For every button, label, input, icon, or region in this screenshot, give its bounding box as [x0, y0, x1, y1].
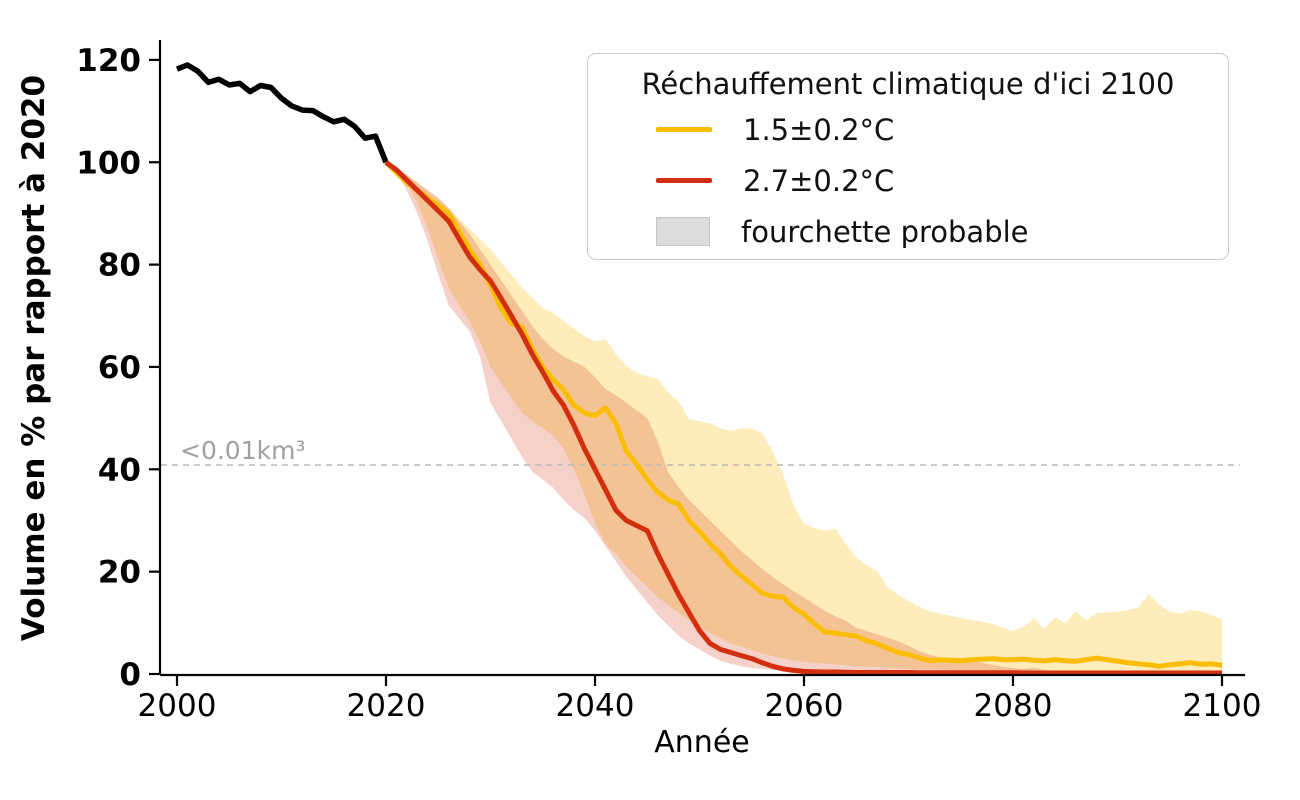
series-line-scenario-1.5C [384, 160, 1223, 669]
y-tick-label: 80 [98, 248, 141, 284]
x-tick-label: 2020 [347, 688, 426, 724]
series-lines [175, 62, 1223, 676]
band-fourchette-1.5C [386, 162, 1222, 673]
legend-label-band: fourchette probable [741, 214, 1029, 249]
legend-entry-band: fourchette probable [588, 206, 1228, 257]
legend-label-2.7C: 2.7±0.2°C [743, 163, 895, 198]
y-tick-label: 0 [119, 657, 141, 693]
x-tick-label: 2060 [765, 688, 844, 724]
legend-line-swatch-1.5C [656, 127, 712, 132]
legend-patch-swatch [656, 217, 710, 246]
y-tick-label: 20 [98, 555, 141, 591]
legend-box: Réchauffement climatique d'ici 2100 1.5±… [587, 53, 1229, 260]
threshold-label: <0.01km³ [180, 436, 305, 465]
band-fourchette-2.7C [386, 162, 1222, 674]
series-line-historique [175, 62, 389, 164]
legend-entry-1.5C: 1.5±0.2°C [588, 104, 1228, 155]
y-tick-label: 100 [76, 145, 141, 181]
y-tick-label: 40 [98, 452, 141, 488]
x-tick-label: 2040 [556, 688, 635, 724]
uncertainty-bands [386, 162, 1222, 674]
x-tick-label: 2000 [138, 688, 217, 724]
x-tick-label: 2080 [974, 688, 1053, 724]
y-tick-label: 60 [98, 350, 141, 386]
legend-title: Réchauffement climatique d'ici 2100 [641, 67, 1175, 101]
series-line-scenario-2.7C [384, 160, 1222, 676]
legend-line-swatch-2.7C [656, 178, 712, 183]
x-tick-label: 2100 [1183, 688, 1262, 724]
y-tick-label: 120 [76, 43, 141, 79]
y-axis-label: Volume en % par rapport à 2020 [16, 75, 52, 641]
x-axis-label: Année [654, 725, 749, 760]
legend-label-1.5C: 1.5±0.2°C [743, 112, 895, 147]
legend-entry-2.7C: 2.7±0.2°C [588, 155, 1228, 206]
